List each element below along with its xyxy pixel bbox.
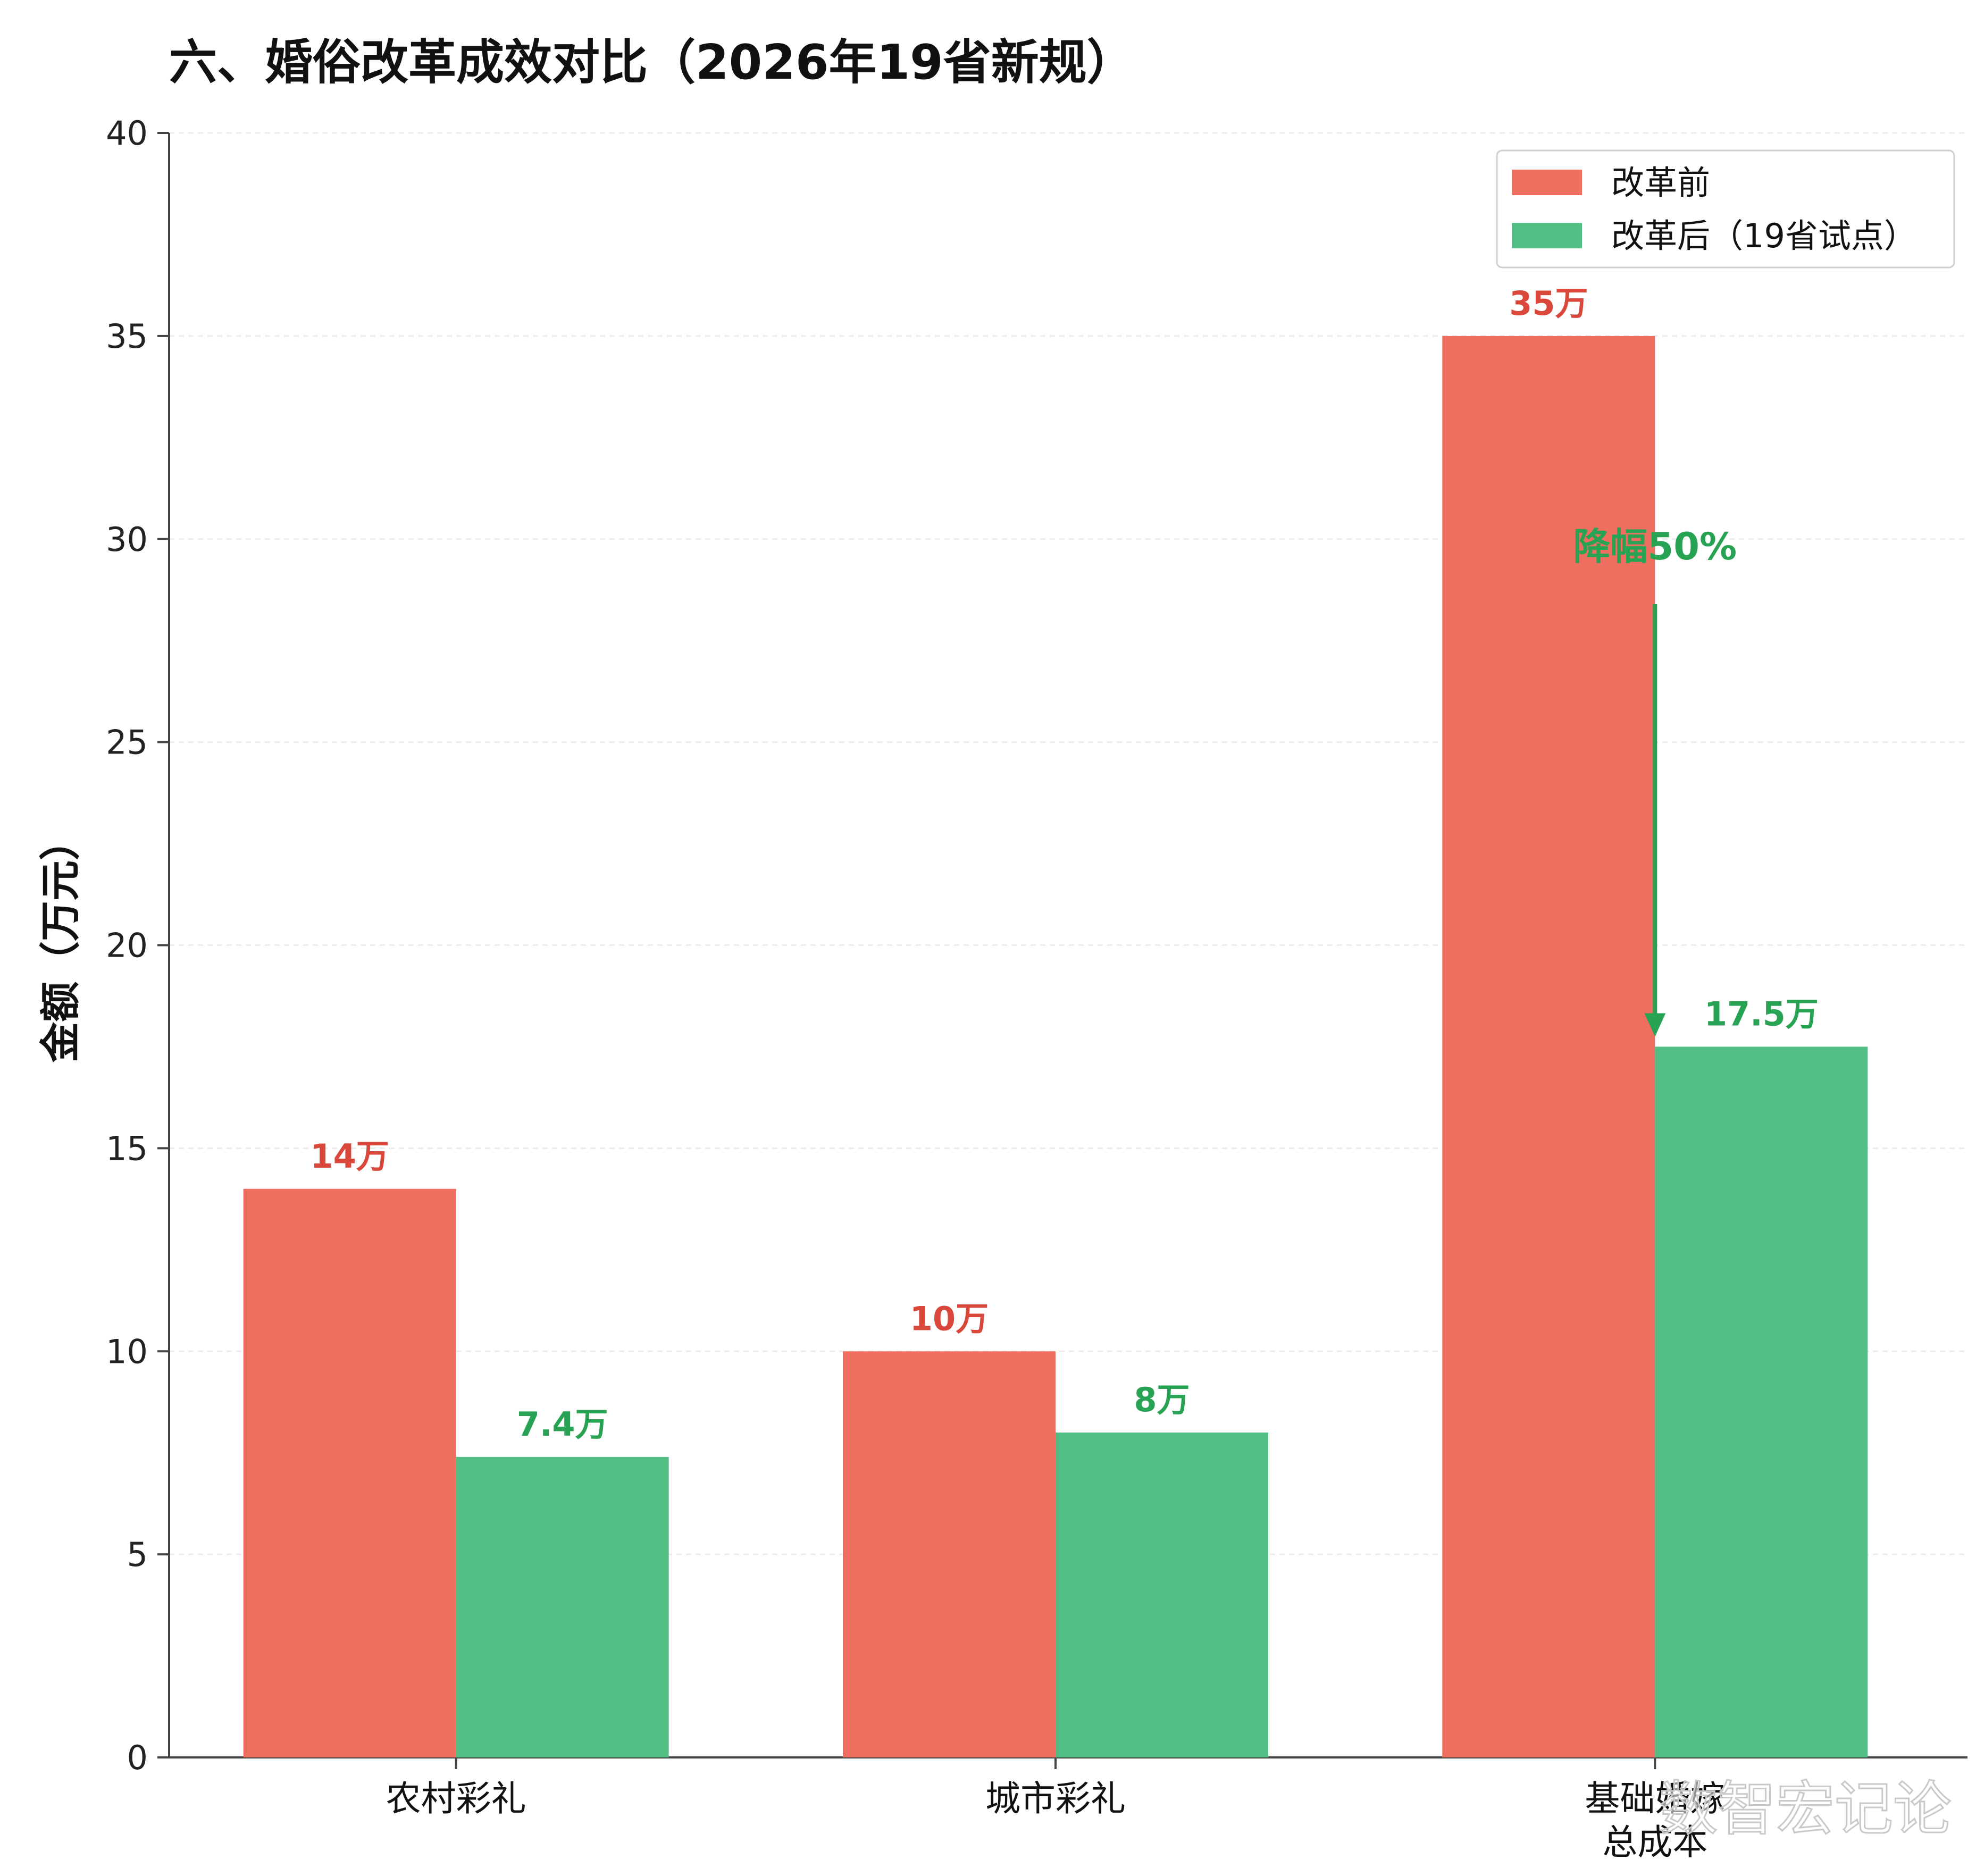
bar (1056, 1433, 1268, 1757)
bar-value-label: 17.5万 (1704, 994, 1819, 1033)
y-tick-label: 30 (106, 520, 148, 559)
bar-value-label: 35万 (1509, 284, 1588, 323)
y-tick-label: 15 (106, 1129, 148, 1168)
bar (843, 1351, 1056, 1757)
y-tick-label: 20 (106, 926, 148, 965)
y-tick-label: 5 (127, 1535, 148, 1574)
x-tick-label-line: 基础婚嫁 (1585, 1778, 1725, 1819)
legend-swatch (1512, 170, 1582, 195)
y-tick-label: 35 (106, 317, 148, 356)
x-tick-label: 基础婚嫁总成本 (1585, 1778, 1725, 1863)
data-labels: 14万 7.4万 10万 8万 35万 17.5万 (311, 284, 1819, 1444)
bar-value-label: 8万 (1134, 1380, 1190, 1419)
bar (1442, 336, 1655, 1757)
axes: 0 5 10 15 20 25 30 35 40 农村彩礼 城市彩礼 基础婚嫁总成本 (106, 114, 1967, 1863)
bar (243, 1188, 456, 1757)
bar (456, 1456, 669, 1757)
legend-swatch (1512, 223, 1582, 248)
watermark: 数智宏记论 (1659, 1775, 1952, 1843)
annotation: 降幅50% (1573, 525, 1737, 1037)
legend-label: 改革后（19省试点） (1611, 216, 1917, 255)
y-axis-label: 金额（万元） (37, 820, 84, 1063)
legend-box (1496, 149, 1955, 269)
bar-value-label: 10万 (910, 1299, 989, 1338)
x-tick-label: 城市彩礼 (985, 1778, 1126, 1819)
y-tick-label: 40 (106, 114, 148, 153)
x-tick-label-line: 农村彩礼 (386, 1778, 526, 1819)
legend-label: 改革前 (1611, 163, 1710, 202)
chart-title: 六、婚俗改革成效对比（2026年19省新规） (169, 35, 1135, 90)
bar-value-label: 14万 (311, 1137, 389, 1176)
bar-value-label: 7.4万 (517, 1405, 608, 1444)
x-tick-label-line: 总成本 (1602, 1822, 1707, 1863)
y-tick-label: 25 (106, 723, 148, 762)
annotation-arrow-head (1644, 1013, 1666, 1037)
y-tick-label: 10 (106, 1332, 148, 1371)
annotation-label: 降幅50% (1573, 525, 1737, 568)
y-tick-label: 0 (127, 1738, 148, 1777)
x-tick-label: 农村彩礼 (386, 1778, 526, 1819)
bar (1655, 1046, 1868, 1757)
x-tick-label-line: 城市彩礼 (985, 1778, 1126, 1819)
bars (243, 336, 1868, 1757)
